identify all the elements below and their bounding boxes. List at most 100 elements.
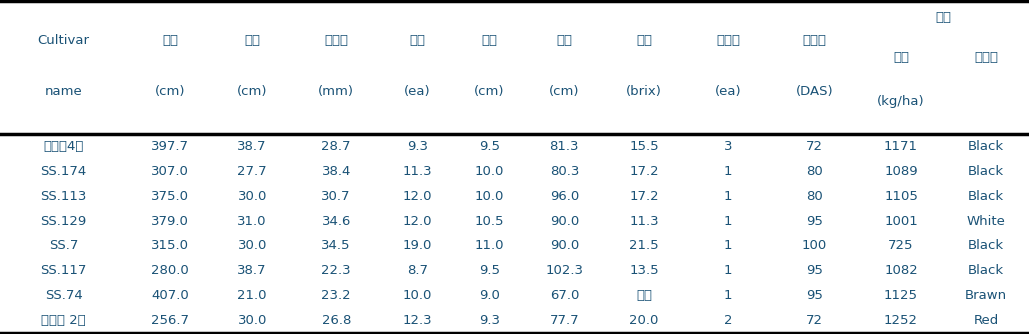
Text: 307.0: 307.0 [151,165,189,178]
Text: 21.0: 21.0 [238,289,267,302]
Text: 96.0: 96.0 [549,190,579,203]
Text: 1105: 1105 [884,190,918,203]
Text: 17.2: 17.2 [630,190,659,203]
Text: 11.0: 11.0 [474,239,504,253]
Text: 9.3: 9.3 [478,314,500,327]
Text: 77.7: 77.7 [549,314,579,327]
Text: 1: 1 [724,190,733,203]
Text: 11.3: 11.3 [402,165,432,178]
Text: 10.0: 10.0 [402,289,432,302]
Text: Black: Black [968,140,1004,153]
Text: Black: Black [968,190,1004,203]
Text: 수장: 수장 [244,34,260,47]
Text: 종자: 종자 [935,11,951,24]
Text: 27.7: 27.7 [238,165,267,178]
Text: 102.3: 102.3 [545,265,583,278]
Text: 단수수 2호: 단수수 2호 [41,314,86,327]
Text: (cm): (cm) [549,85,579,98]
Text: 17.2: 17.2 [630,165,659,178]
Text: 725: 725 [888,239,914,253]
Text: 무즙: 무즙 [636,289,652,302]
Text: 22.3: 22.3 [321,265,351,278]
Text: 1: 1 [724,265,733,278]
Text: 엽수: 엽수 [410,34,425,47]
Text: 1: 1 [724,239,733,253]
Text: 280.0: 280.0 [151,265,189,278]
Text: SS.74: SS.74 [45,289,82,302]
Text: 엽폭: 엽폭 [482,34,497,47]
Text: 30.0: 30.0 [238,314,267,327]
Text: 초장: 초장 [162,34,178,47]
Text: 95: 95 [806,289,823,302]
Text: 9.3: 9.3 [406,140,428,153]
Text: 1: 1 [724,289,733,302]
Text: 19.0: 19.0 [402,239,432,253]
Text: 3: 3 [724,140,733,153]
Text: 2: 2 [724,314,733,327]
Text: (kg/ha): (kg/ha) [878,95,925,108]
Text: Cultivar: Cultivar [38,34,90,47]
Text: SS.174: SS.174 [40,165,86,178]
Text: 10.0: 10.0 [474,165,504,178]
Text: 80: 80 [807,165,823,178]
Text: name: name [45,85,82,98]
Text: 30.7: 30.7 [321,190,351,203]
Text: 수량: 수량 [893,51,909,64]
Text: 1252: 1252 [884,314,918,327]
Text: 1: 1 [724,165,733,178]
Text: (ea): (ea) [404,85,430,98]
Text: 407.0: 407.0 [151,289,189,302]
Text: 9.0: 9.0 [478,289,500,302]
Text: 15.5: 15.5 [630,140,659,153]
Text: (cm): (cm) [154,85,185,98]
Text: (cm): (cm) [237,85,268,98]
Text: 72: 72 [806,314,823,327]
Text: SS.129: SS.129 [40,214,86,227]
Text: 80: 80 [807,190,823,203]
Text: 21.5: 21.5 [630,239,659,253]
Text: 1089: 1089 [884,165,918,178]
Text: 1082: 1082 [884,265,918,278]
Text: 1: 1 [724,214,733,227]
Text: 9.5: 9.5 [478,265,500,278]
Text: 11.3: 11.3 [630,214,659,227]
Text: 단수수4호: 단수수4호 [43,140,84,153]
Text: 397.7: 397.7 [151,140,189,153]
Text: 81.3: 81.3 [549,140,579,153]
Text: 379.0: 379.0 [151,214,189,227]
Text: 26.8: 26.8 [321,314,351,327]
Text: (DAS): (DAS) [795,85,833,98]
Text: 8.7: 8.7 [406,265,428,278]
Text: 38.7: 38.7 [238,140,267,153]
Text: 34.6: 34.6 [321,214,351,227]
Text: 34.5: 34.5 [321,239,351,253]
Text: 100: 100 [802,239,827,253]
Text: 72: 72 [806,140,823,153]
Text: 경직경: 경직경 [324,34,348,47]
Text: 315.0: 315.0 [151,239,189,253]
Text: Red: Red [973,314,999,327]
Text: 20.0: 20.0 [630,314,659,327]
Text: 67.0: 67.0 [549,289,579,302]
Text: 90.0: 90.0 [549,239,579,253]
Text: SS.117: SS.117 [40,265,86,278]
Text: (ea): (ea) [715,85,742,98]
Text: 12.3: 12.3 [402,314,432,327]
Text: 12.0: 12.0 [402,214,432,227]
Text: 10.0: 10.0 [474,190,504,203]
Text: 38.4: 38.4 [321,165,351,178]
Text: 375.0: 375.0 [151,190,189,203]
Text: SS.113: SS.113 [40,190,86,203]
Text: White: White [967,214,1005,227]
Text: Black: Black [968,239,1004,253]
Text: 1171: 1171 [884,140,918,153]
Text: 95: 95 [806,214,823,227]
Text: 13.5: 13.5 [630,265,659,278]
Text: Brawn: Brawn [965,289,1007,302]
Text: 엽장: 엽장 [557,34,572,47]
Text: 12.0: 12.0 [402,190,432,203]
Text: 30.0: 30.0 [238,190,267,203]
Text: 38.7: 38.7 [238,265,267,278]
Text: 1001: 1001 [884,214,918,227]
Text: 분얼수: 분얼수 [716,34,740,47]
